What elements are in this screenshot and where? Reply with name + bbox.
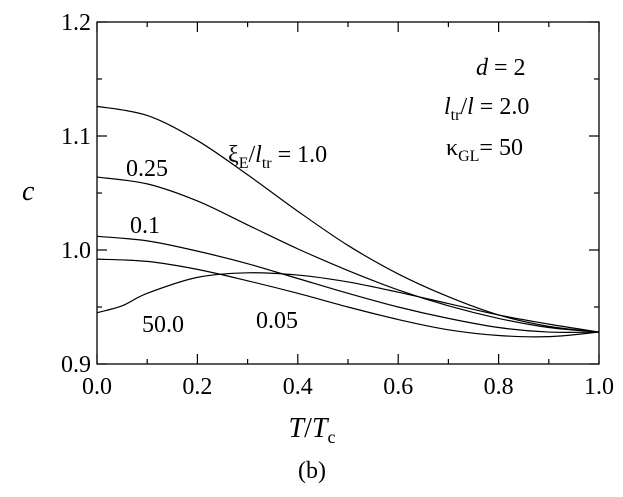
plot-frame [96,21,600,365]
y-tick-label: 1.2 [61,10,91,36]
series-line-0.1 [96,235,600,334]
x-tick-label: 0.8 [484,374,514,400]
x-axis-label: T/Tc [289,413,336,447]
x-tick-label: 0.6 [383,374,413,400]
series-line-1.0 [96,105,600,333]
series-label-0.05: 0.05 [256,308,298,334]
series-curves [96,105,600,338]
series-label-0.25: 0.25 [126,156,168,182]
y-tick-label: 1.1 [61,124,91,150]
annotation-ltr-ratio: ltr/l = 2.0 [444,94,529,124]
annotation-d: d = 2 [476,55,526,81]
y-axis-label: c [22,176,35,207]
x-tick-label: 0.2 [182,374,212,400]
x-tick-label: 0.0 [82,374,112,400]
tick-labels: 0.0 0.2 0.4 0.6 0.8 1.0 0.9 1.0 1.1 1.2 [61,10,614,400]
series-line-0.05 [96,258,600,338]
x-tick-label: 0.4 [283,374,313,400]
series-line-50.0 [96,272,600,333]
series-label-0.1: 0.1 [130,213,160,239]
y-tick-label: 0.9 [61,352,91,378]
annotation-kappa: κGL= 50 [446,135,523,165]
series-label-50.0: 50.0 [142,312,184,338]
x-tick-label: 1.0 [584,374,614,400]
caption: (b) [298,458,326,484]
annotation-series-param: ξE/ltr = 1.0 [228,142,327,172]
series-line-0.25 [96,176,600,333]
y-tick-label: 1.0 [61,238,91,264]
